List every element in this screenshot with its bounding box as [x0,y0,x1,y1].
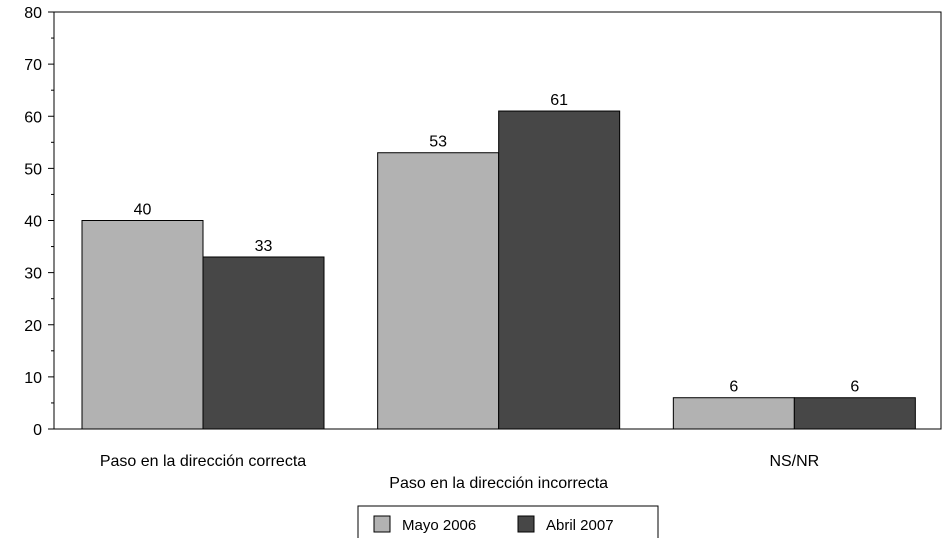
legend-swatch [517,515,535,533]
y-tick-label: 50 [24,161,42,178]
bars [81,110,916,430]
y-tick-label: 0 [33,422,42,439]
y-tick-label: 80 [24,5,42,22]
legend-label: Mayo 2006 [402,517,476,534]
y-tick-label: 10 [24,370,42,387]
bar-value-label: 40 [134,202,152,219]
y-tick-label: 60 [24,109,42,126]
y-tick-label: 30 [24,266,42,283]
bar [377,152,500,430]
y-tick-label: 70 [24,57,42,74]
x-category-label: NS/NR [769,453,819,470]
bar-value-label: 33 [255,238,273,255]
bar-value-label: 53 [429,134,447,151]
legend-box [357,505,659,541]
legend-label: Abril 2007 [546,517,614,534]
y-axis-ticks: 0 10 20 30 40 50 60 70 80 [24,5,54,439]
bar [202,256,325,430]
bar-value-label: 6 [729,379,738,396]
bar [672,397,795,430]
y-tick-label: 20 [24,318,42,335]
data-labels: 40 33 53 61 6 6 [134,92,860,396]
legend-swatch [373,515,391,533]
bar-value-label: 61 [550,92,568,109]
category-labels: Paso en la dirección correcta Paso en la … [100,453,819,492]
y-tick-label: 40 [24,214,42,231]
bar [498,110,621,430]
bar-value-label: 6 [850,379,859,396]
bar [81,220,204,430]
x-category-label: Paso en la dirección incorrecta [389,475,608,492]
x-category-label: Paso en la dirección correcta [100,453,306,470]
bar [793,397,916,430]
legend: Mayo 2006 Abril 2007 [357,505,659,541]
